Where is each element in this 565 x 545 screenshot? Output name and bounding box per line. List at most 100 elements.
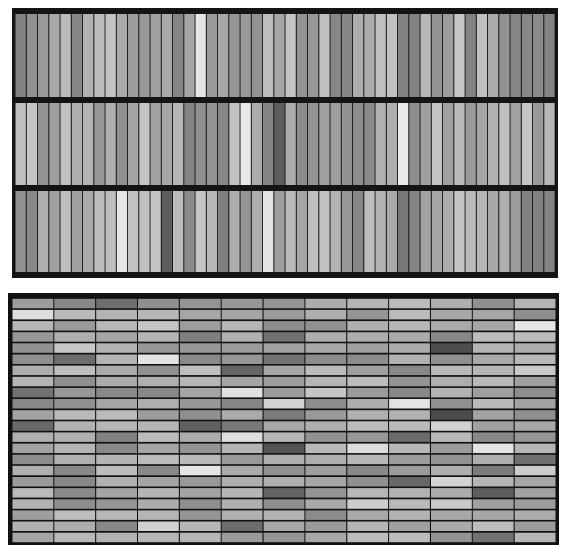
cell-strip [432, 103, 442, 185]
cell-brick [431, 321, 472, 331]
top-panel-frame [12, 8, 558, 278]
cell-strip [49, 103, 59, 185]
cell-strip [297, 191, 307, 272]
cell-brick [305, 399, 346, 409]
cell-brick [431, 432, 472, 442]
cell-brick [305, 533, 346, 543]
cell-strip [522, 14, 532, 97]
cell-brick [515, 366, 556, 376]
cell-strip [522, 103, 532, 185]
cell-brick [389, 421, 430, 431]
cell-strip [83, 191, 93, 272]
cell-strip [241, 14, 251, 97]
cell-brick [54, 533, 95, 543]
cell-strip [387, 103, 397, 185]
cell-brick [264, 466, 305, 476]
cell-brick [180, 377, 221, 387]
cell-brick [389, 466, 430, 476]
cell-brick [389, 388, 430, 398]
cell-brick [222, 421, 263, 431]
cell-brick [13, 522, 54, 532]
cell-brick [54, 522, 95, 532]
cell-strip [151, 14, 161, 97]
cell-brick [96, 499, 137, 509]
cell-brick [180, 321, 221, 331]
cell-brick [515, 388, 556, 398]
cell-strip [331, 103, 341, 185]
cell-brick [96, 510, 137, 520]
cell-brick [222, 522, 263, 532]
cell-brick [222, 466, 263, 476]
cell-brick [515, 377, 556, 387]
cell-strip [106, 191, 116, 272]
cell-brick [54, 421, 95, 431]
cell-strip [173, 191, 183, 272]
cell-brick [13, 410, 54, 420]
cell-strip [117, 191, 127, 272]
cell-brick [54, 366, 95, 376]
cell-brick [180, 310, 221, 320]
cell-brick [347, 432, 388, 442]
cell-brick [264, 455, 305, 465]
cell-brick [305, 488, 346, 498]
cell-brick [305, 310, 346, 320]
cell-brick [305, 377, 346, 387]
cell-strip [16, 191, 26, 272]
cell-strip [106, 14, 116, 97]
cell-brick [473, 421, 514, 431]
cell-brick [389, 377, 430, 387]
cell-brick [13, 510, 54, 520]
cell-strip [218, 191, 228, 272]
cell-brick [180, 488, 221, 498]
cell-brick [138, 310, 179, 320]
cell-strip [488, 191, 498, 272]
cell-brick [305, 388, 346, 398]
cell-brick [222, 533, 263, 543]
cell-brick [473, 343, 514, 353]
cell-brick [264, 332, 305, 342]
cell-brick [96, 477, 137, 487]
cell-brick [431, 377, 472, 387]
cell-strip [286, 14, 296, 97]
cell-strip [398, 191, 408, 272]
cell-brick [473, 488, 514, 498]
cell-strip [308, 191, 318, 272]
cell-brick [431, 533, 472, 543]
cell-brick [305, 332, 346, 342]
cell-brick [264, 343, 305, 353]
cell-brick [138, 522, 179, 532]
cell-brick [347, 355, 388, 365]
cell-strip [421, 14, 431, 97]
cell-brick [180, 499, 221, 509]
cell-brick [264, 310, 305, 320]
cell-strip [207, 103, 217, 185]
cell-brick [305, 355, 346, 365]
cell-brick [180, 432, 221, 442]
cell-brick [347, 477, 388, 487]
cell-strip [162, 14, 172, 97]
cell-strip [466, 14, 476, 97]
cell-brick [222, 321, 263, 331]
cell-brick [431, 510, 472, 520]
cell-brick [515, 399, 556, 409]
cell-brick [13, 332, 54, 342]
cell-brick [138, 533, 179, 543]
cell-strip [207, 191, 217, 272]
cell-brick [13, 343, 54, 353]
cell-brick [389, 399, 430, 409]
cell-brick [515, 310, 556, 320]
cell-brick [13, 477, 54, 487]
cell-strip [263, 103, 273, 185]
cell-brick [54, 343, 95, 353]
cell-brick [473, 466, 514, 476]
cell-brick [138, 499, 179, 509]
cell-strip [151, 103, 161, 185]
cell-brick [473, 355, 514, 365]
cell-brick [305, 343, 346, 353]
cell-strip [173, 103, 183, 185]
cell-brick [431, 332, 472, 342]
cell-brick [515, 510, 556, 520]
cell-strip [342, 14, 352, 97]
cell-brick [264, 510, 305, 520]
cell-strip [533, 14, 543, 97]
